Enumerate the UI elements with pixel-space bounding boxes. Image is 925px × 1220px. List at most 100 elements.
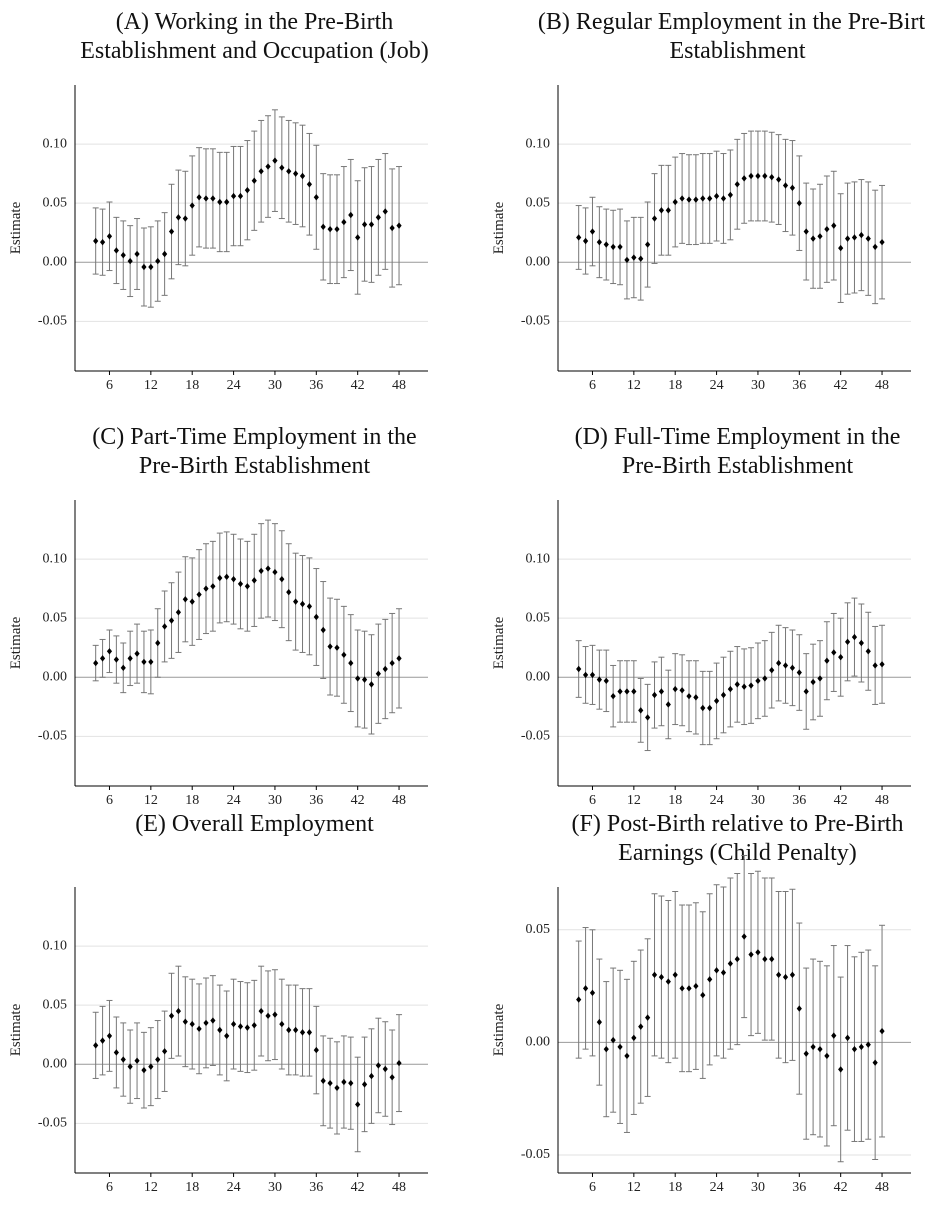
- point: [776, 971, 782, 979]
- point: [789, 184, 796, 192]
- point: [872, 662, 878, 669]
- point: [810, 678, 816, 686]
- point: [182, 596, 188, 603]
- point: [796, 199, 802, 207]
- y-tick-label: -0.05: [521, 1147, 550, 1162]
- point: [741, 175, 747, 182]
- point: [658, 207, 665, 214]
- point: [617, 1043, 623, 1051]
- point: [99, 238, 106, 246]
- x-tick-label: 18: [668, 793, 682, 808]
- x-tick-label: 24: [710, 378, 724, 393]
- point: [865, 648, 871, 655]
- x-tick-label: 48: [392, 378, 406, 393]
- y-tick-label: 0.00: [526, 254, 551, 269]
- point: [651, 215, 658, 222]
- point: [707, 195, 713, 202]
- point: [720, 969, 727, 976]
- x-tick-label: 18: [185, 793, 199, 808]
- x-tick-label: 42: [351, 793, 365, 808]
- point: [361, 676, 368, 683]
- x-tick-label: 30: [268, 1180, 282, 1195]
- x-tick-label: 36: [309, 793, 323, 808]
- point: [182, 215, 188, 222]
- x-tick-label: 30: [751, 378, 765, 393]
- point: [858, 639, 864, 647]
- point: [175, 214, 182, 221]
- point: [858, 231, 864, 239]
- point: [658, 973, 665, 981]
- panel-title: (E) Overall Employment: [135, 811, 374, 837]
- point: [148, 658, 154, 666]
- point: [810, 1043, 816, 1051]
- x-tick-label: 6: [589, 793, 596, 808]
- point: [306, 181, 313, 188]
- point: [189, 598, 195, 605]
- point: [320, 1077, 326, 1085]
- x-tick-label: 48: [875, 793, 889, 808]
- point: [700, 195, 706, 202]
- point: [251, 577, 257, 584]
- y-tick-label: -0.05: [521, 314, 550, 329]
- point: [168, 617, 175, 624]
- point: [355, 234, 361, 241]
- point: [582, 237, 589, 245]
- point: [286, 168, 292, 175]
- x-tick-label: 42: [834, 378, 848, 393]
- point: [686, 692, 692, 700]
- point: [576, 665, 582, 673]
- point: [810, 235, 816, 242]
- point: [134, 1057, 140, 1064]
- y-tick-label: -0.05: [38, 1116, 67, 1131]
- x-tick-label: 6: [589, 1180, 596, 1195]
- point: [748, 951, 754, 958]
- point: [638, 1023, 644, 1030]
- point: [851, 1045, 858, 1053]
- point: [803, 1050, 809, 1057]
- point: [279, 164, 285, 171]
- point: [596, 238, 602, 246]
- panel-title: Pre-Birth Establishment: [622, 453, 854, 479]
- point: [720, 195, 727, 202]
- y-tick-label: -0.05: [38, 729, 67, 744]
- point: [665, 701, 671, 708]
- point: [230, 192, 237, 200]
- point: [375, 214, 381, 221]
- point: [817, 675, 823, 682]
- point: [272, 568, 278, 576]
- point: [334, 1084, 340, 1092]
- point: [679, 985, 685, 992]
- panel-title: (D) Full-Time Employment in the: [575, 424, 901, 450]
- point: [624, 1052, 630, 1060]
- point: [210, 195, 216, 202]
- point: [361, 1081, 368, 1088]
- point: [603, 677, 609, 685]
- point: [113, 1049, 119, 1056]
- point: [838, 653, 844, 661]
- point: [645, 241, 651, 248]
- point: [189, 202, 195, 209]
- point: [134, 650, 140, 657]
- point: [279, 1020, 285, 1028]
- point: [665, 978, 671, 985]
- point: [776, 176, 782, 183]
- point: [700, 991, 706, 999]
- point: [624, 688, 630, 695]
- point: [141, 658, 147, 666]
- point: [306, 603, 313, 610]
- point: [155, 1056, 161, 1063]
- point: [631, 688, 637, 695]
- point: [355, 675, 361, 682]
- point: [713, 967, 720, 974]
- panel-title: Pre-Birth Establishment: [139, 453, 371, 479]
- point: [368, 221, 375, 228]
- point: [93, 1042, 99, 1049]
- point: [162, 623, 168, 630]
- x-tick-label: 30: [751, 793, 765, 808]
- point: [120, 1056, 126, 1063]
- y-tick-label: 0.05: [43, 997, 68, 1012]
- point: [106, 648, 113, 655]
- point: [789, 664, 796, 672]
- point: [396, 655, 402, 662]
